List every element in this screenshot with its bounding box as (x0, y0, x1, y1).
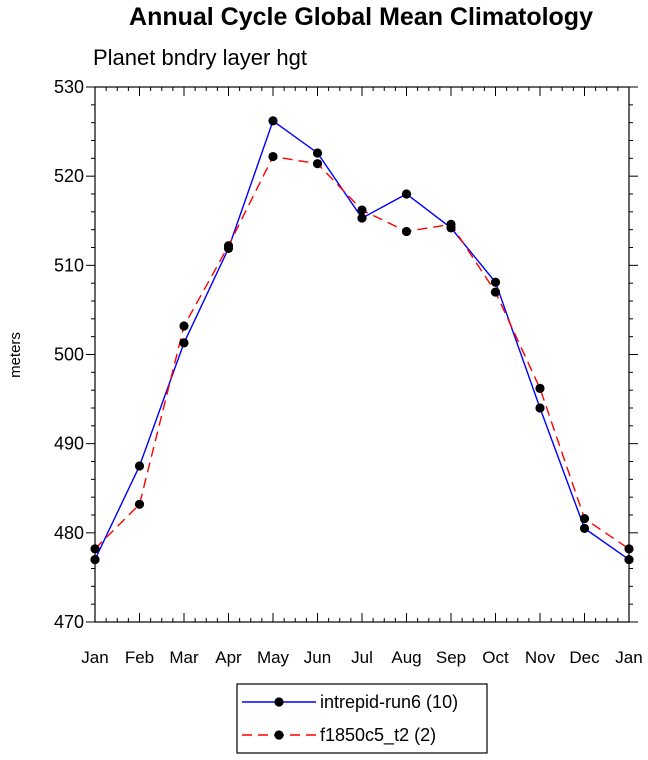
x-tick-label: Mar (169, 648, 199, 667)
x-tick-label: Sep (436, 648, 466, 667)
series-2-point (223, 241, 234, 251)
x-tick-label: Oct (482, 648, 509, 667)
x-tick-label: Jan (81, 648, 108, 667)
chart-title: Annual Cycle Global Mean Climatology (129, 3, 593, 31)
series-2-point (90, 544, 100, 554)
series-2-point (490, 287, 501, 297)
plot-frame (94, 86, 630, 623)
series-2-point (446, 219, 456, 229)
legend-label-2: f1850c5_t2 (2) (320, 725, 436, 746)
series-2-point (579, 513, 590, 524)
y-axis-label: meters (7, 332, 24, 378)
x-tick-label: Aug (391, 648, 421, 667)
series-1-point (490, 277, 501, 287)
series-1-point (268, 116, 278, 126)
y-tick-label: 520 (54, 166, 84, 186)
series-1-point (579, 523, 590, 533)
series-layer (90, 116, 634, 565)
legend-marker-1 (274, 697, 284, 707)
chart-subtitle: Planet bndry layer hgt (93, 45, 307, 70)
legend-marker-2 (274, 730, 284, 740)
legend-frame (236, 683, 488, 754)
series-1-point (401, 189, 412, 199)
series-2-point (268, 151, 278, 162)
series-1-point (312, 148, 323, 158)
series-2-point (134, 499, 145, 509)
x-tick-label: Jan (615, 648, 642, 667)
series-line-1 (94, 119, 630, 561)
y-tick-label: 480 (54, 523, 84, 543)
series-2-point (624, 544, 634, 554)
series-2-point (535, 383, 545, 393)
x-tick-label: Jul (351, 648, 373, 667)
x-tick-label: Nov (525, 648, 556, 667)
series-2-point (312, 159, 323, 169)
series-2-point (401, 226, 412, 237)
series-1-point (134, 461, 145, 471)
series-2-point (357, 205, 367, 215)
y-tick-label: 500 (54, 345, 84, 365)
y-tick-label: 510 (54, 255, 84, 275)
y-tick-label: 530 (54, 77, 84, 97)
axis-ticks: Jan Feb Mar Apr May Jun Jul Aug Sep Oct Nov Dec Jan 4… (54, 77, 643, 667)
series-2-point (179, 321, 189, 331)
series-1-point (179, 338, 189, 348)
x-tick-label: Apr (215, 648, 242, 667)
x-tick-label: Feb (125, 648, 154, 667)
legend-label-1: intrepid-run6 (10) (320, 692, 458, 712)
series-1-point (90, 554, 100, 565)
legend: intrepid-run6 (10) f1850c5_t2 (2) (236, 683, 488, 754)
series-1-point (624, 554, 634, 565)
y-tick-label: 490 (54, 434, 84, 454)
x-tick-label: Jun (304, 648, 331, 667)
series-1-point (535, 403, 545, 413)
x-tick-label: May (257, 648, 290, 667)
series-1-point (357, 213, 367, 223)
y-tick-label: 470 (54, 612, 84, 632)
x-tick-label: Dec (569, 648, 600, 667)
